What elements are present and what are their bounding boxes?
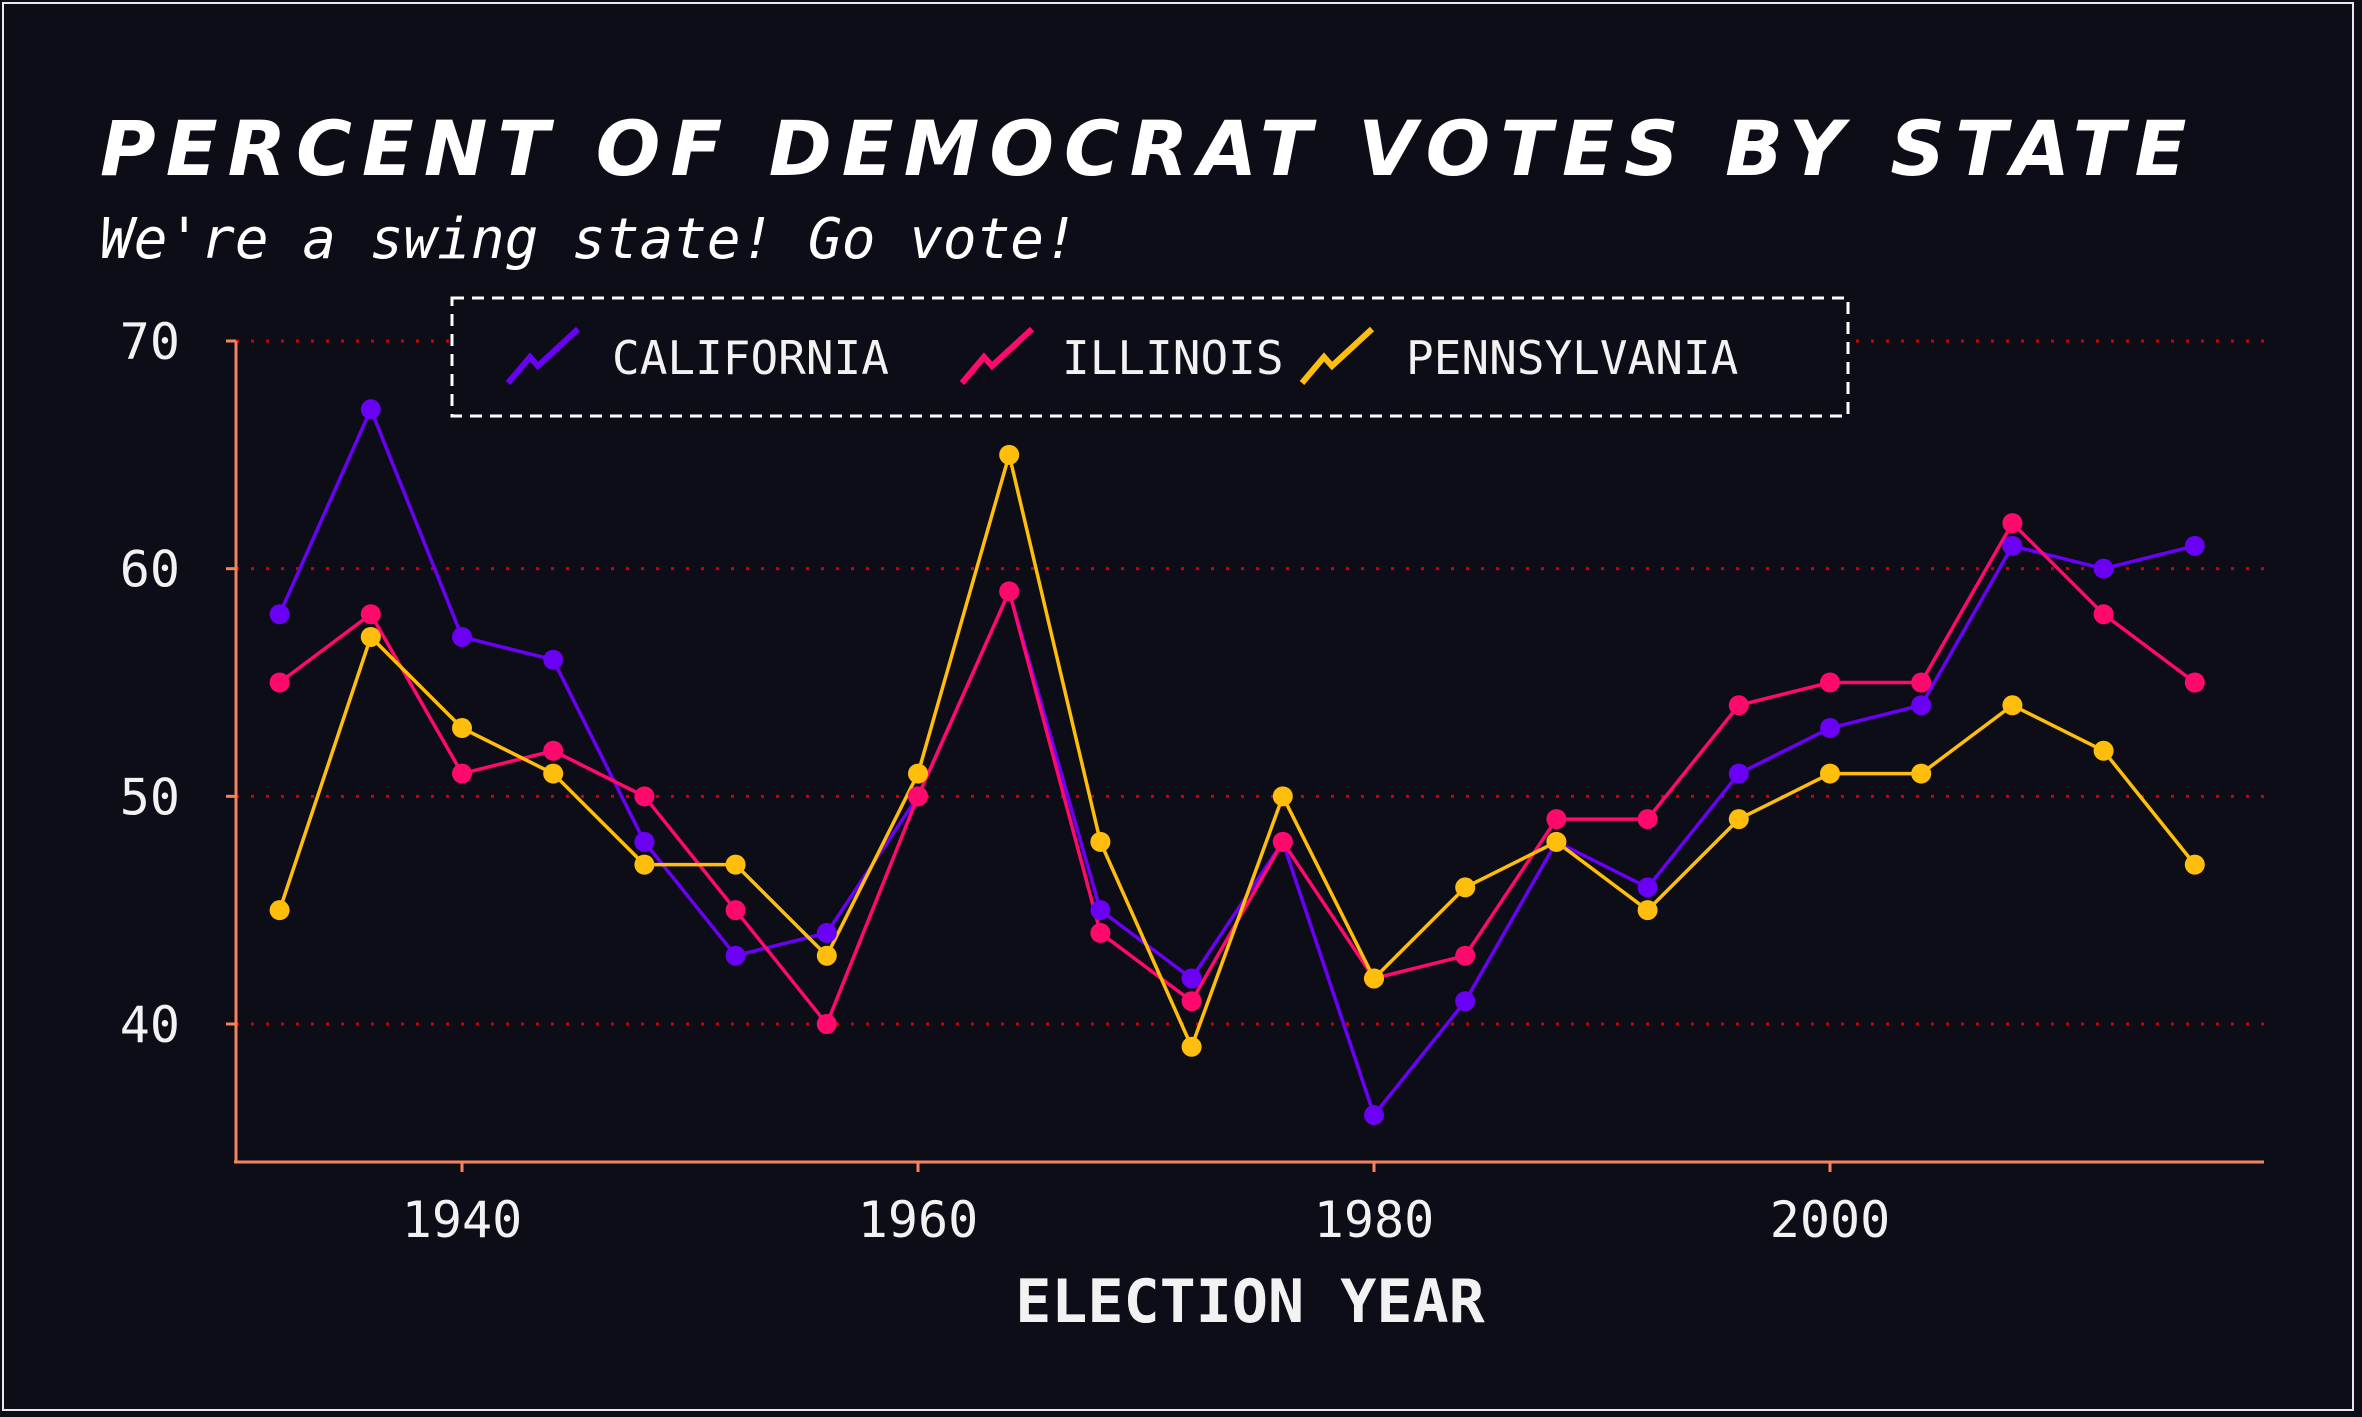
- data-point: [816, 922, 837, 943]
- data-point: [269, 672, 290, 693]
- data-point: [1911, 763, 1932, 784]
- data-point: [1911, 695, 1932, 716]
- data-point: [908, 786, 928, 807]
- legend-item-illinois: ILLINOIS: [959, 326, 1284, 385]
- data-point: [543, 740, 564, 761]
- y-tick-labels: 40 50 60 70: [120, 313, 236, 1054]
- data-point: [816, 1014, 837, 1034]
- data-point: [725, 900, 746, 921]
- legend-item-pennsylvania: PENNSYLVANIA: [1299, 326, 1738, 385]
- data-point: [2002, 695, 2023, 716]
- data-point: [1090, 831, 1111, 852]
- legend-box: [450, 296, 1850, 418]
- y-tick-label: 50: [120, 768, 180, 826]
- data-point: [725, 854, 746, 875]
- data-point: [1181, 968, 1202, 989]
- data-point: [1637, 877, 1658, 898]
- data-point: [360, 604, 381, 625]
- data-point: [908, 763, 928, 784]
- data-point: [1272, 786, 1293, 807]
- chart-title: PERCENT OF DEMOCRAT VOTES BY STATE: [100, 104, 2196, 193]
- data-point: [1455, 991, 1476, 1012]
- data-point: [999, 444, 1020, 465]
- legend: CALIFORNIA ILLINOIS PENNSYLVANIA: [450, 296, 1850, 418]
- data-point: [452, 626, 472, 647]
- series-line-pennsylvania: [277, 453, 2197, 1049]
- data-point: [999, 581, 1020, 602]
- data-point: [634, 831, 655, 852]
- series-points-pennsylvania: [269, 444, 2205, 1057]
- chart-subtitle: We're a swing state! Go vote!: [100, 207, 1078, 272]
- x-axis-title: ELECTION YEAR: [1015, 1267, 1485, 1337]
- data-point: [1272, 831, 1293, 852]
- series-group: [269, 399, 2205, 1126]
- data-point: [1455, 945, 1476, 966]
- data-point: [2002, 513, 2023, 534]
- data-point: [360, 626, 381, 647]
- data-point: [1546, 831, 1567, 852]
- data-point: [2002, 535, 2023, 556]
- y-tick-label: 60: [120, 541, 180, 599]
- data-point: [1181, 1036, 1202, 1057]
- data-point: [2184, 672, 2205, 693]
- data-point: [1820, 763, 1840, 784]
- data-point: [634, 854, 655, 875]
- data-point: [1637, 900, 1658, 921]
- data-point: [2093, 604, 2114, 625]
- legend-swatch: [505, 326, 581, 385]
- x-tick-label: 1960: [858, 1191, 978, 1249]
- series-line-california: [278, 407, 2196, 1117]
- data-point: [1728, 809, 1749, 830]
- legend-item-california: CALIFORNIA: [505, 326, 889, 385]
- data-point: [634, 786, 655, 807]
- data-point: [816, 945, 837, 966]
- data-point: [452, 718, 472, 739]
- legend-label: PENNSYLVANIA: [1406, 331, 1738, 385]
- data-point: [1820, 718, 1840, 739]
- series-pennsylvania: [277, 453, 2197, 1049]
- data-point: [360, 399, 381, 420]
- y-tick-label: 70: [120, 313, 180, 371]
- series-points-illinois: [269, 513, 2205, 1034]
- data-point: [269, 900, 290, 921]
- legend-label: CALIFORNIA: [612, 331, 889, 385]
- data-point: [2184, 854, 2205, 875]
- data-point: [1090, 922, 1111, 943]
- series-california: [278, 407, 2196, 1117]
- data-point: [1364, 1105, 1384, 1126]
- legend-swatch: [1299, 326, 1375, 385]
- data-point: [2093, 558, 2114, 579]
- data-point: [725, 945, 746, 966]
- data-point: [452, 763, 472, 784]
- data-point: [2093, 740, 2114, 761]
- data-point: [1637, 809, 1658, 830]
- series-points-california: [269, 399, 2205, 1126]
- legend-swatch: [959, 326, 1035, 385]
- grid-lines: [236, 339, 2264, 1026]
- data-point: [1911, 672, 1932, 693]
- data-point: [1364, 968, 1384, 989]
- data-point: [1820, 672, 1840, 693]
- legend-label: ILLINOIS: [1062, 331, 1284, 385]
- data-point: [1546, 809, 1567, 830]
- data-point: [2184, 535, 2205, 556]
- data-point: [1455, 877, 1476, 898]
- x-tick-label: 2000: [1770, 1191, 1890, 1249]
- data-point: [1090, 900, 1111, 921]
- data-point: [543, 763, 564, 784]
- x-tick-label: 1940: [402, 1191, 522, 1249]
- y-tick-label: 40: [120, 996, 180, 1054]
- axes: [234, 341, 2264, 1164]
- data-point: [543, 649, 564, 670]
- data-point: [1728, 695, 1749, 716]
- data-point: [1181, 991, 1202, 1012]
- x-tick-label: 1980: [1314, 1191, 1434, 1249]
- data-point: [1728, 763, 1749, 784]
- data-point: [269, 604, 290, 625]
- x-tick-labels: 1940 1960 1980 2000: [402, 1162, 1890, 1249]
